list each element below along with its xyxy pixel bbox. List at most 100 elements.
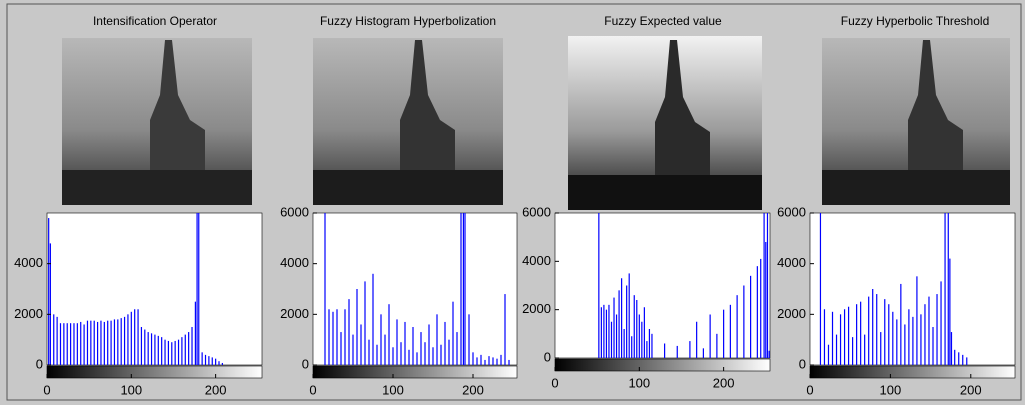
bar [646, 341, 648, 358]
bar [184, 334, 186, 365]
bar [150, 333, 153, 365]
x-tick-label: 100 [382, 382, 404, 397]
bar [221, 362, 223, 365]
x-tick-label: 0 [309, 382, 316, 397]
bar [880, 332, 882, 365]
bar [198, 213, 200, 365]
bar [93, 320, 95, 365]
bar [80, 321, 82, 365]
bar [472, 352, 474, 365]
bar [107, 320, 109, 365]
bar [736, 295, 738, 358]
bar [768, 350, 770, 358]
photo [822, 38, 1010, 205]
bar [600, 307, 602, 358]
bar [344, 309, 346, 365]
bar [947, 213, 949, 365]
y-tick-label: 0 [36, 356, 43, 371]
bar [66, 323, 68, 365]
bar [147, 332, 149, 365]
bar [388, 304, 390, 365]
bar [950, 332, 953, 365]
chart-title: Fuzzy Hyperbolic Threshold [841, 14, 990, 28]
bar [336, 309, 338, 365]
bar [340, 332, 342, 365]
plot-area [554, 212, 771, 359]
bar [651, 333, 653, 358]
x-tick-label: 100 [120, 382, 142, 397]
bar [763, 213, 765, 358]
bar [368, 339, 370, 365]
bar [468, 314, 470, 365]
bar [424, 342, 426, 365]
bar [488, 356, 490, 365]
bar [847, 306, 850, 365]
bar [924, 304, 926, 365]
bar [215, 358, 217, 365]
bar [856, 304, 858, 365]
bar [462, 213, 464, 365]
bar [56, 316, 58, 365]
bar [154, 334, 156, 365]
bar [396, 319, 398, 365]
bar [633, 295, 635, 358]
bar [750, 275, 752, 358]
y-tick-label: 6000 [777, 204, 806, 219]
x-tick-label: 200 [462, 382, 484, 397]
x-tick-label: 0 [806, 382, 813, 397]
y-tick-label: 4000 [522, 253, 551, 268]
bar [167, 340, 170, 365]
bar [352, 334, 354, 365]
bar [420, 332, 422, 365]
bar [480, 354, 482, 365]
bar [484, 359, 486, 365]
colorbar [809, 365, 1016, 379]
bar [127, 314, 129, 365]
bar [96, 321, 99, 365]
y-tick-label: 2000 [280, 306, 309, 321]
bar [191, 327, 193, 365]
bar [444, 321, 446, 365]
bar [610, 321, 613, 358]
bar [48, 218, 50, 365]
photo [313, 38, 503, 205]
x-tick-label: 200 [205, 382, 227, 397]
bar [218, 361, 220, 365]
bar [709, 314, 711, 358]
bar [928, 296, 930, 365]
bar [376, 344, 378, 365]
chart-title: Intensification Operator [93, 14, 217, 28]
bar [626, 285, 628, 358]
bar [504, 294, 506, 365]
bar [618, 290, 620, 358]
bar [949, 258, 951, 365]
bar [958, 352, 960, 365]
bar [120, 318, 122, 365]
bar [932, 327, 934, 365]
bar [408, 349, 410, 365]
photo [62, 38, 252, 205]
bar [729, 304, 731, 358]
y-tick-label: 2000 [14, 306, 43, 321]
bar [766, 213, 769, 358]
y-tick-label: 4000 [14, 255, 43, 270]
bar [157, 335, 159, 365]
x-tick-label: 200 [960, 382, 982, 397]
bar [400, 342, 402, 365]
bar [117, 319, 119, 365]
bar [90, 320, 92, 365]
bar [641, 321, 643, 358]
bar [201, 352, 203, 365]
bar [966, 357, 968, 365]
bar [884, 299, 886, 365]
bar [908, 309, 910, 365]
bar [100, 320, 102, 365]
bar [53, 314, 55, 365]
bar [412, 327, 414, 365]
bar [888, 304, 890, 365]
bar [428, 324, 430, 365]
bar [380, 314, 382, 365]
x-tick-label: 200 [713, 375, 735, 390]
bar [500, 354, 502, 365]
bar [476, 357, 478, 365]
